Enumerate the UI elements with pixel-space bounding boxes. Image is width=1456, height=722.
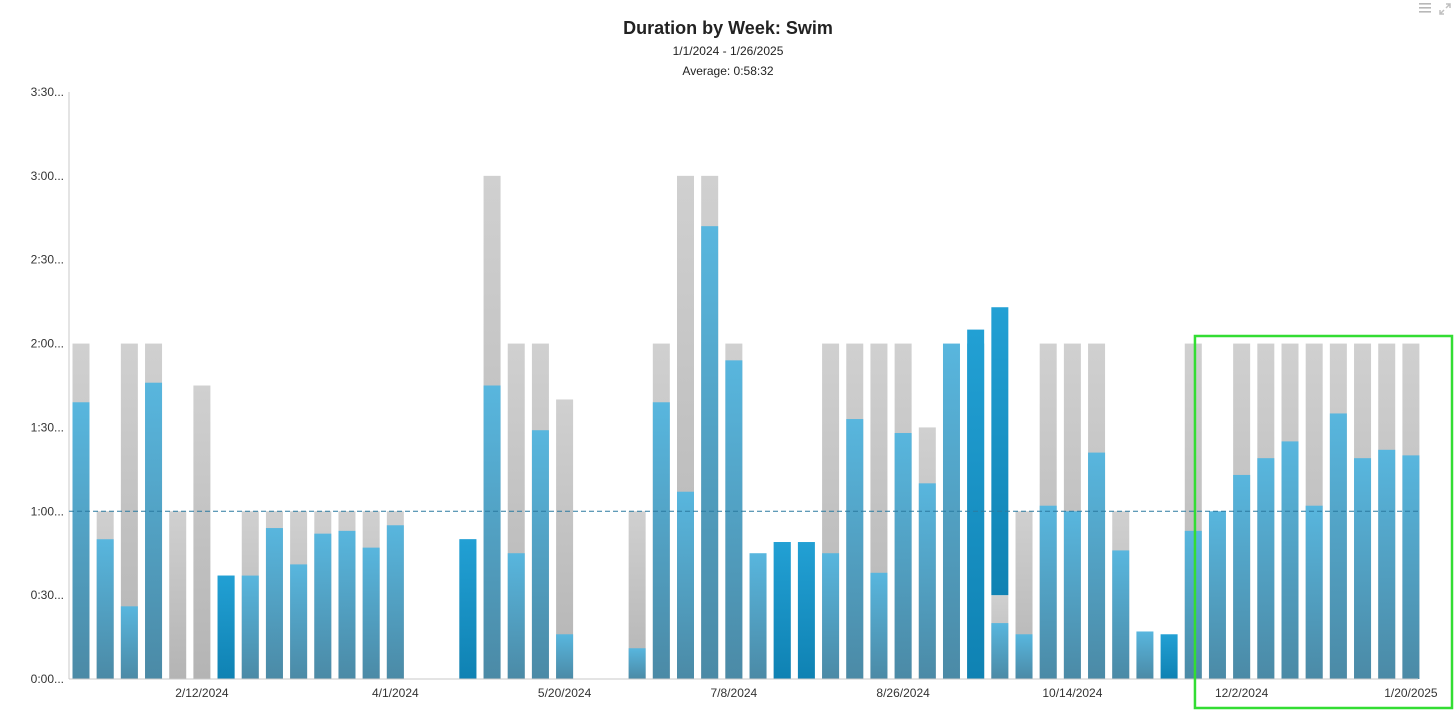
duration-bar[interactable] — [556, 634, 574, 679]
duration-bar[interactable] — [386, 525, 404, 679]
duration-bar[interactable] — [894, 433, 912, 679]
duration-bar[interactable] — [1257, 458, 1275, 679]
duration-bar[interactable] — [1039, 505, 1057, 679]
x-tick-label: 12/2/2024 — [1215, 686, 1269, 700]
x-tick-label: 1/20/2025 — [1384, 686, 1438, 700]
unplanned-bar[interactable] — [1160, 634, 1178, 679]
duration-bar[interactable] — [1305, 505, 1323, 679]
duration-bar[interactable] — [362, 547, 380, 679]
planned-bar[interactable] — [556, 399, 574, 679]
duration-bar[interactable] — [338, 530, 356, 679]
x-tick-label: 2/12/2024 — [175, 686, 229, 700]
unplanned-bar[interactable] — [967, 329, 985, 679]
x-axis: 2/12/2024 4/1/2024 5/20/2024 7/8/2024 8/26/2… — [69, 678, 1438, 700]
y-axis: 0:00... 0:30... 1:00... 1:30... 2:00... 2:30.… — [31, 85, 70, 686]
expand-icon[interactable] — [1438, 2, 1452, 16]
unplanned-bar[interactable] — [217, 575, 235, 679]
duration-bar[interactable] — [314, 533, 332, 679]
x-tick-label: 5/20/2024 — [538, 686, 592, 700]
over-plan-bar[interactable] — [991, 307, 1009, 596]
bars — [72, 175, 1420, 680]
planned-bar[interactable] — [628, 511, 646, 679]
duration-bar[interactable] — [1184, 530, 1202, 679]
y-tick-label: 2:00... — [31, 337, 64, 351]
duration-bar[interactable] — [846, 419, 864, 679]
duration-bar[interactable] — [1329, 413, 1347, 679]
duration-bar[interactable] — [145, 382, 163, 679]
duration-bar[interactable] — [1354, 458, 1372, 679]
duration-bar[interactable] — [265, 528, 283, 679]
unplanned-bar[interactable] — [797, 542, 815, 679]
planned-bar[interactable] — [193, 385, 211, 680]
duration-bar[interactable] — [991, 623, 1009, 679]
duration-bar[interactable] — [918, 483, 936, 679]
y-tick-label: 0:00... — [31, 672, 64, 686]
chart-average-label: Average: 0:58:32 — [682, 64, 774, 78]
y-tick-label: 2:30... — [31, 253, 64, 267]
duration-bar[interactable] — [1136, 631, 1154, 679]
y-tick-label: 3:00... — [31, 169, 64, 183]
duration-bar[interactable] — [725, 360, 743, 679]
duration-bar[interactable] — [628, 648, 646, 679]
duration-bar[interactable] — [72, 402, 90, 679]
duration-bar[interactable] — [1233, 474, 1251, 679]
x-tick-label: 4/1/2024 — [372, 686, 419, 700]
y-tick-label: 1:00... — [31, 504, 64, 518]
duration-bar[interactable] — [1402, 455, 1420, 679]
duration-bar[interactable] — [1378, 449, 1396, 679]
duration-bar[interactable] — [701, 226, 719, 679]
highlight-box — [1193, 334, 1454, 710]
unplanned-bar[interactable] — [773, 542, 791, 679]
menu-icon[interactable] — [1418, 2, 1432, 14]
planned-bar[interactable] — [169, 511, 187, 679]
duration-bar[interactable] — [483, 385, 501, 680]
duration-bar[interactable] — [290, 564, 308, 679]
duration-bar[interactable] — [870, 572, 888, 679]
duration-bar[interactable] — [652, 402, 670, 679]
chart-subtitle: 1/1/2024 - 1/26/2025 — [672, 44, 784, 58]
duration-bar[interactable] — [677, 491, 694, 679]
duration-bar[interactable] — [1088, 452, 1106, 679]
duration-bar[interactable] — [1281, 441, 1299, 679]
duration-bar[interactable] — [822, 553, 840, 679]
x-tick-label: 8/26/2024 — [876, 686, 930, 700]
duration-bar[interactable] — [241, 575, 259, 679]
duration-bar[interactable] — [1112, 550, 1130, 679]
y-tick-label: 1:30... — [31, 420, 64, 434]
x-tick-label: 10/14/2024 — [1042, 686, 1102, 700]
duration-bar[interactable] — [507, 553, 525, 679]
duration-bar[interactable] — [1015, 634, 1033, 679]
y-tick-label: 0:30... — [31, 588, 64, 602]
duration-bar[interactable] — [120, 606, 138, 679]
duration-bar[interactable] — [1208, 511, 1226, 679]
duration-bar[interactable] — [96, 539, 114, 679]
duration-bar[interactable] — [1063, 511, 1081, 679]
unplanned-bar[interactable] — [459, 539, 477, 679]
overlays — [69, 334, 1454, 710]
y-tick-label: 3:30... — [31, 85, 64, 99]
duration-bar[interactable] — [531, 430, 549, 679]
chart-title: Duration by Week: Swim — [623, 18, 833, 38]
x-tick-label: 7/8/2024 — [711, 686, 758, 700]
duration-bar[interactable] — [749, 553, 767, 679]
